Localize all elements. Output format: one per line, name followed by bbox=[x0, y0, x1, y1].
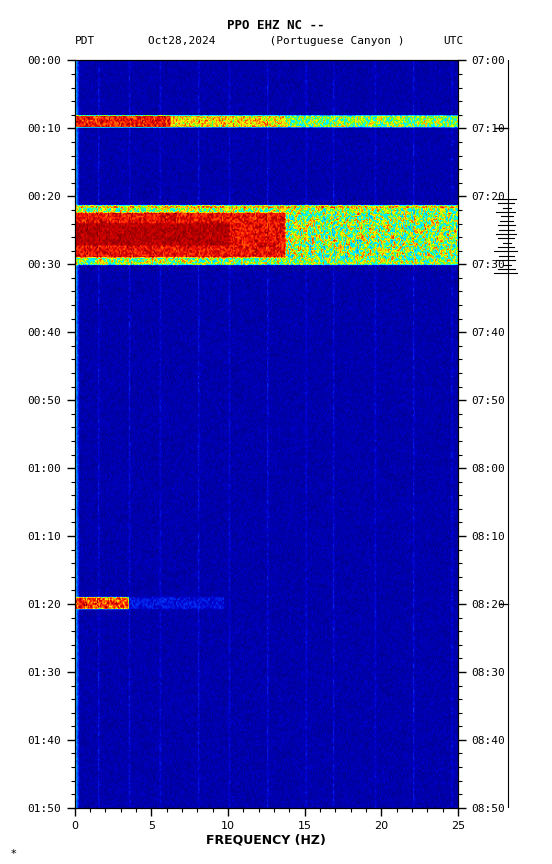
Text: UTC: UTC bbox=[443, 36, 464, 47]
Text: *: * bbox=[11, 849, 17, 859]
X-axis label: FREQUENCY (HZ): FREQUENCY (HZ) bbox=[206, 834, 326, 847]
Text: PDT: PDT bbox=[75, 36, 95, 47]
Text: Oct28,2024        (Portuguese Canyon ): Oct28,2024 (Portuguese Canyon ) bbox=[148, 36, 404, 47]
Text: PPO EHZ NC --: PPO EHZ NC -- bbox=[227, 19, 325, 32]
